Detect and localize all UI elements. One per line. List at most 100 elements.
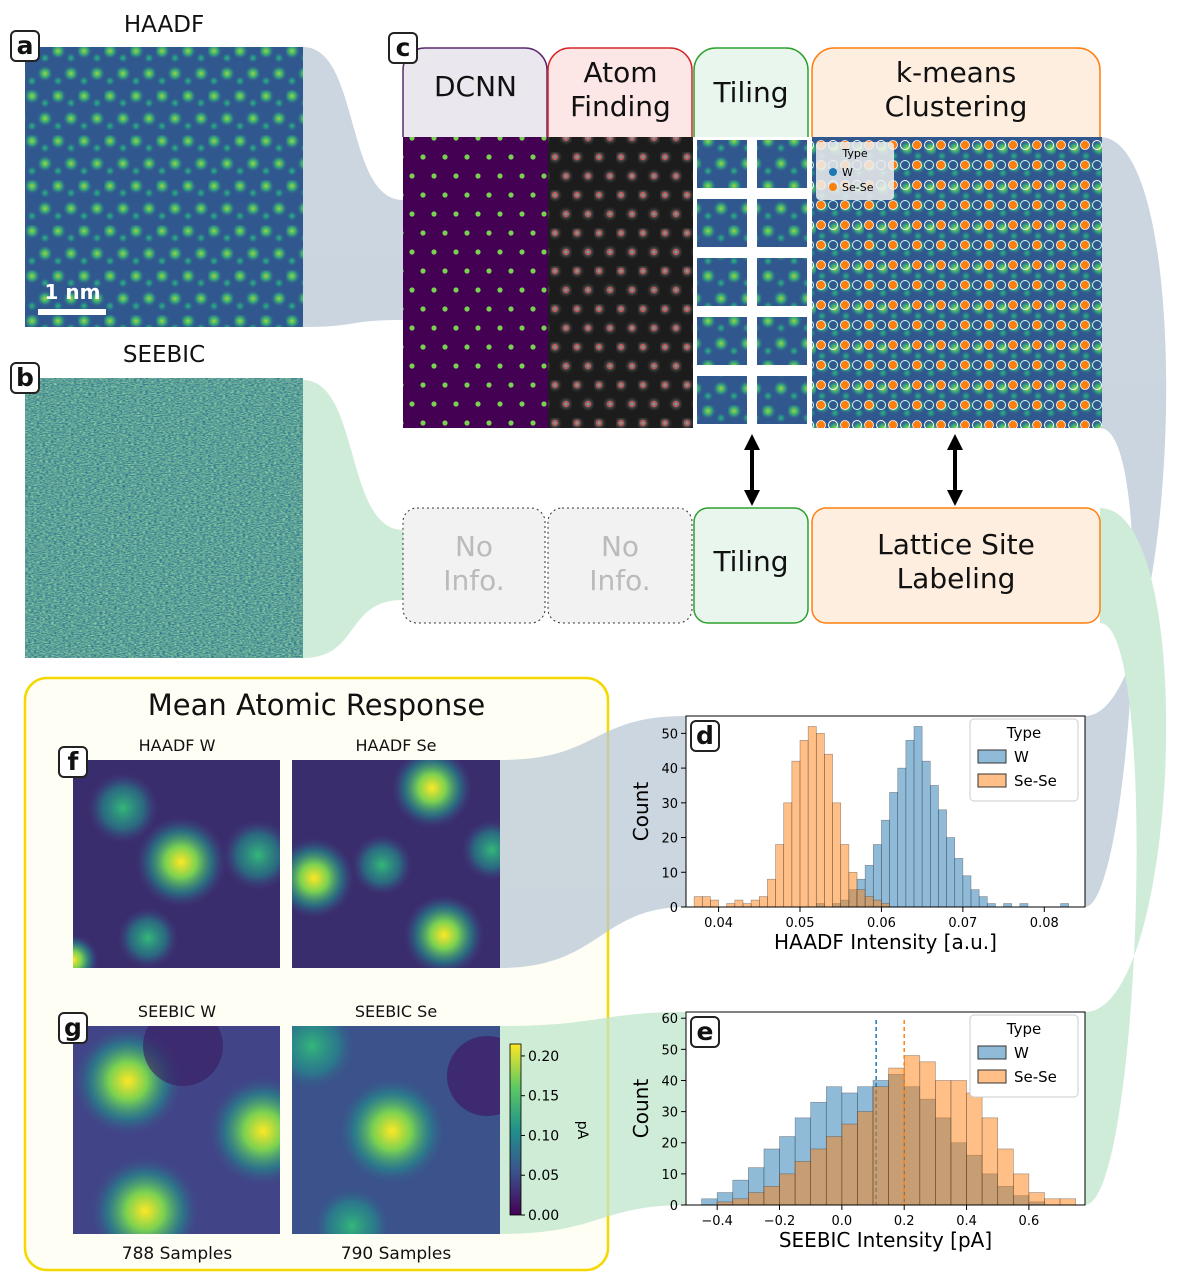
step-label: k-means Clustering <box>851 56 1061 123</box>
hist-bar <box>776 844 784 907</box>
hist-bar <box>780 1174 796 1205</box>
hist-bar <box>873 900 881 907</box>
x-tick-label: −0.4 <box>701 1214 733 1229</box>
hist-bar <box>971 890 979 907</box>
tiles <box>697 140 807 424</box>
hist-bar <box>694 897 702 907</box>
x-tick-label: 0.06 <box>867 916 896 931</box>
step-label: No Info. <box>575 530 665 597</box>
sample-count: 790 Samples <box>292 1244 500 1264</box>
scale-bar <box>38 309 106 315</box>
hist-bar <box>841 844 849 907</box>
y-tick-label: 10 <box>661 866 678 881</box>
hist-bar <box>920 1062 936 1205</box>
hist-bar <box>842 1124 858 1205</box>
image-title: HAADF Se <box>292 736 500 755</box>
legend-label: Se-Se <box>1014 1068 1057 1086</box>
colorbar-tick-label: 0.05 <box>528 1168 559 1184</box>
legend-label: Se-Se <box>842 181 874 194</box>
y-tick-label: 10 <box>661 1168 678 1183</box>
hist-bar <box>1029 1193 1045 1205</box>
legend-swatch <box>978 1070 1006 1083</box>
colorbar-tick-label: 0.10 <box>528 1128 559 1144</box>
x-tick-label: 0.07 <box>948 916 977 931</box>
hist-bar <box>811 1149 827 1205</box>
hist-bar <box>849 872 857 907</box>
legend-label: W <box>842 166 853 179</box>
hist-bar <box>967 1093 983 1205</box>
y-tick-label: 50 <box>661 1043 678 1058</box>
hist-bar <box>764 1186 780 1205</box>
hist-bar <box>963 876 971 907</box>
hist-bar <box>857 1112 873 1205</box>
hist-bar <box>889 1068 905 1205</box>
colorbar-label: pA <box>574 1121 590 1140</box>
hist-bar <box>710 900 718 907</box>
image-title: HAADF W <box>73 736 281 755</box>
hist-bar <box>702 1199 718 1205</box>
hist-bar <box>702 897 710 907</box>
hist-bar <box>743 904 751 907</box>
legend-swatch <box>978 1046 1006 1059</box>
hist-bar <box>865 897 873 907</box>
legend-title: Type <box>1006 1020 1041 1038</box>
hist-bar <box>733 1199 749 1205</box>
hist-bar <box>735 900 743 907</box>
hist-bar <box>857 890 865 907</box>
hist-bar <box>1013 1174 1029 1205</box>
panel-label: d <box>690 720 720 752</box>
hist-bar <box>982 1118 998 1205</box>
colorbar-tick-label: 0.15 <box>528 1089 559 1105</box>
hist-bar <box>1020 904 1028 907</box>
box-title: Mean Atomic Response <box>25 688 608 723</box>
hist-bar <box>826 1137 842 1205</box>
x-axis-label: HAADF Intensity [a.u.] <box>774 930 997 954</box>
dcnn-image <box>403 137 548 428</box>
image-title: SEEBIC W <box>73 1002 281 1021</box>
hist-bar <box>1060 1199 1076 1205</box>
hist-bar <box>1044 1199 1060 1205</box>
y-axis-label: Count <box>629 1079 653 1139</box>
step-label: DCNN <box>421 70 531 104</box>
atom-image <box>548 137 693 428</box>
figure: Type W Se-Se 0.00 0.05 0.10 0.15 0.20 pA 0.04 0.05… <box>0 0 1192 1273</box>
hist-bar <box>748 1193 764 1205</box>
y-tick-label: 20 <box>661 1137 678 1152</box>
legend-title: Type <box>841 147 867 160</box>
x-axis-label: SEEBIC Intensity [pA] <box>779 1228 992 1252</box>
hist-bar <box>759 897 767 907</box>
hist-bar <box>881 904 889 907</box>
hist-bar <box>935 1080 951 1205</box>
hist-bar <box>998 1149 1014 1205</box>
hist-bar <box>955 858 963 907</box>
step-label: Tiling <box>696 545 806 579</box>
hist-bar <box>873 844 881 907</box>
hist-bar <box>951 1080 967 1205</box>
colorbar-tick-label: 0.00 <box>528 1208 559 1224</box>
y-tick-label: 0 <box>670 901 678 916</box>
colorbar <box>510 1044 521 1215</box>
x-tick-label: 0.05 <box>786 916 815 931</box>
hist-bar <box>727 904 735 907</box>
hist-bar <box>824 754 832 907</box>
x-tick-label: 0.4 <box>956 1214 977 1229</box>
hist-bar <box>795 1161 811 1205</box>
hist-bar <box>922 761 930 907</box>
y-tick-label: 40 <box>661 762 678 777</box>
legend-marker <box>829 183 837 191</box>
scale-bar-label: 1 nm <box>30 280 115 304</box>
x-tick-label: 0.08 <box>1030 916 1059 931</box>
colorbar-tick-label: 0.20 <box>528 1049 559 1065</box>
y-tick-label: 60 <box>661 1012 678 1027</box>
x-tick-label: 0.04 <box>704 916 733 931</box>
legend-swatch <box>978 774 1006 787</box>
legend-swatch <box>978 750 1006 763</box>
legend-marker <box>829 168 837 176</box>
seebic-noise <box>25 378 303 658</box>
x-tick-label: −0.2 <box>764 1214 796 1229</box>
hist-bar <box>792 761 800 907</box>
panel-label: c <box>388 32 418 64</box>
hist-bar <box>914 726 922 907</box>
sample-count: 788 Samples <box>73 1244 281 1264</box>
y-tick-label: 30 <box>661 1106 678 1121</box>
